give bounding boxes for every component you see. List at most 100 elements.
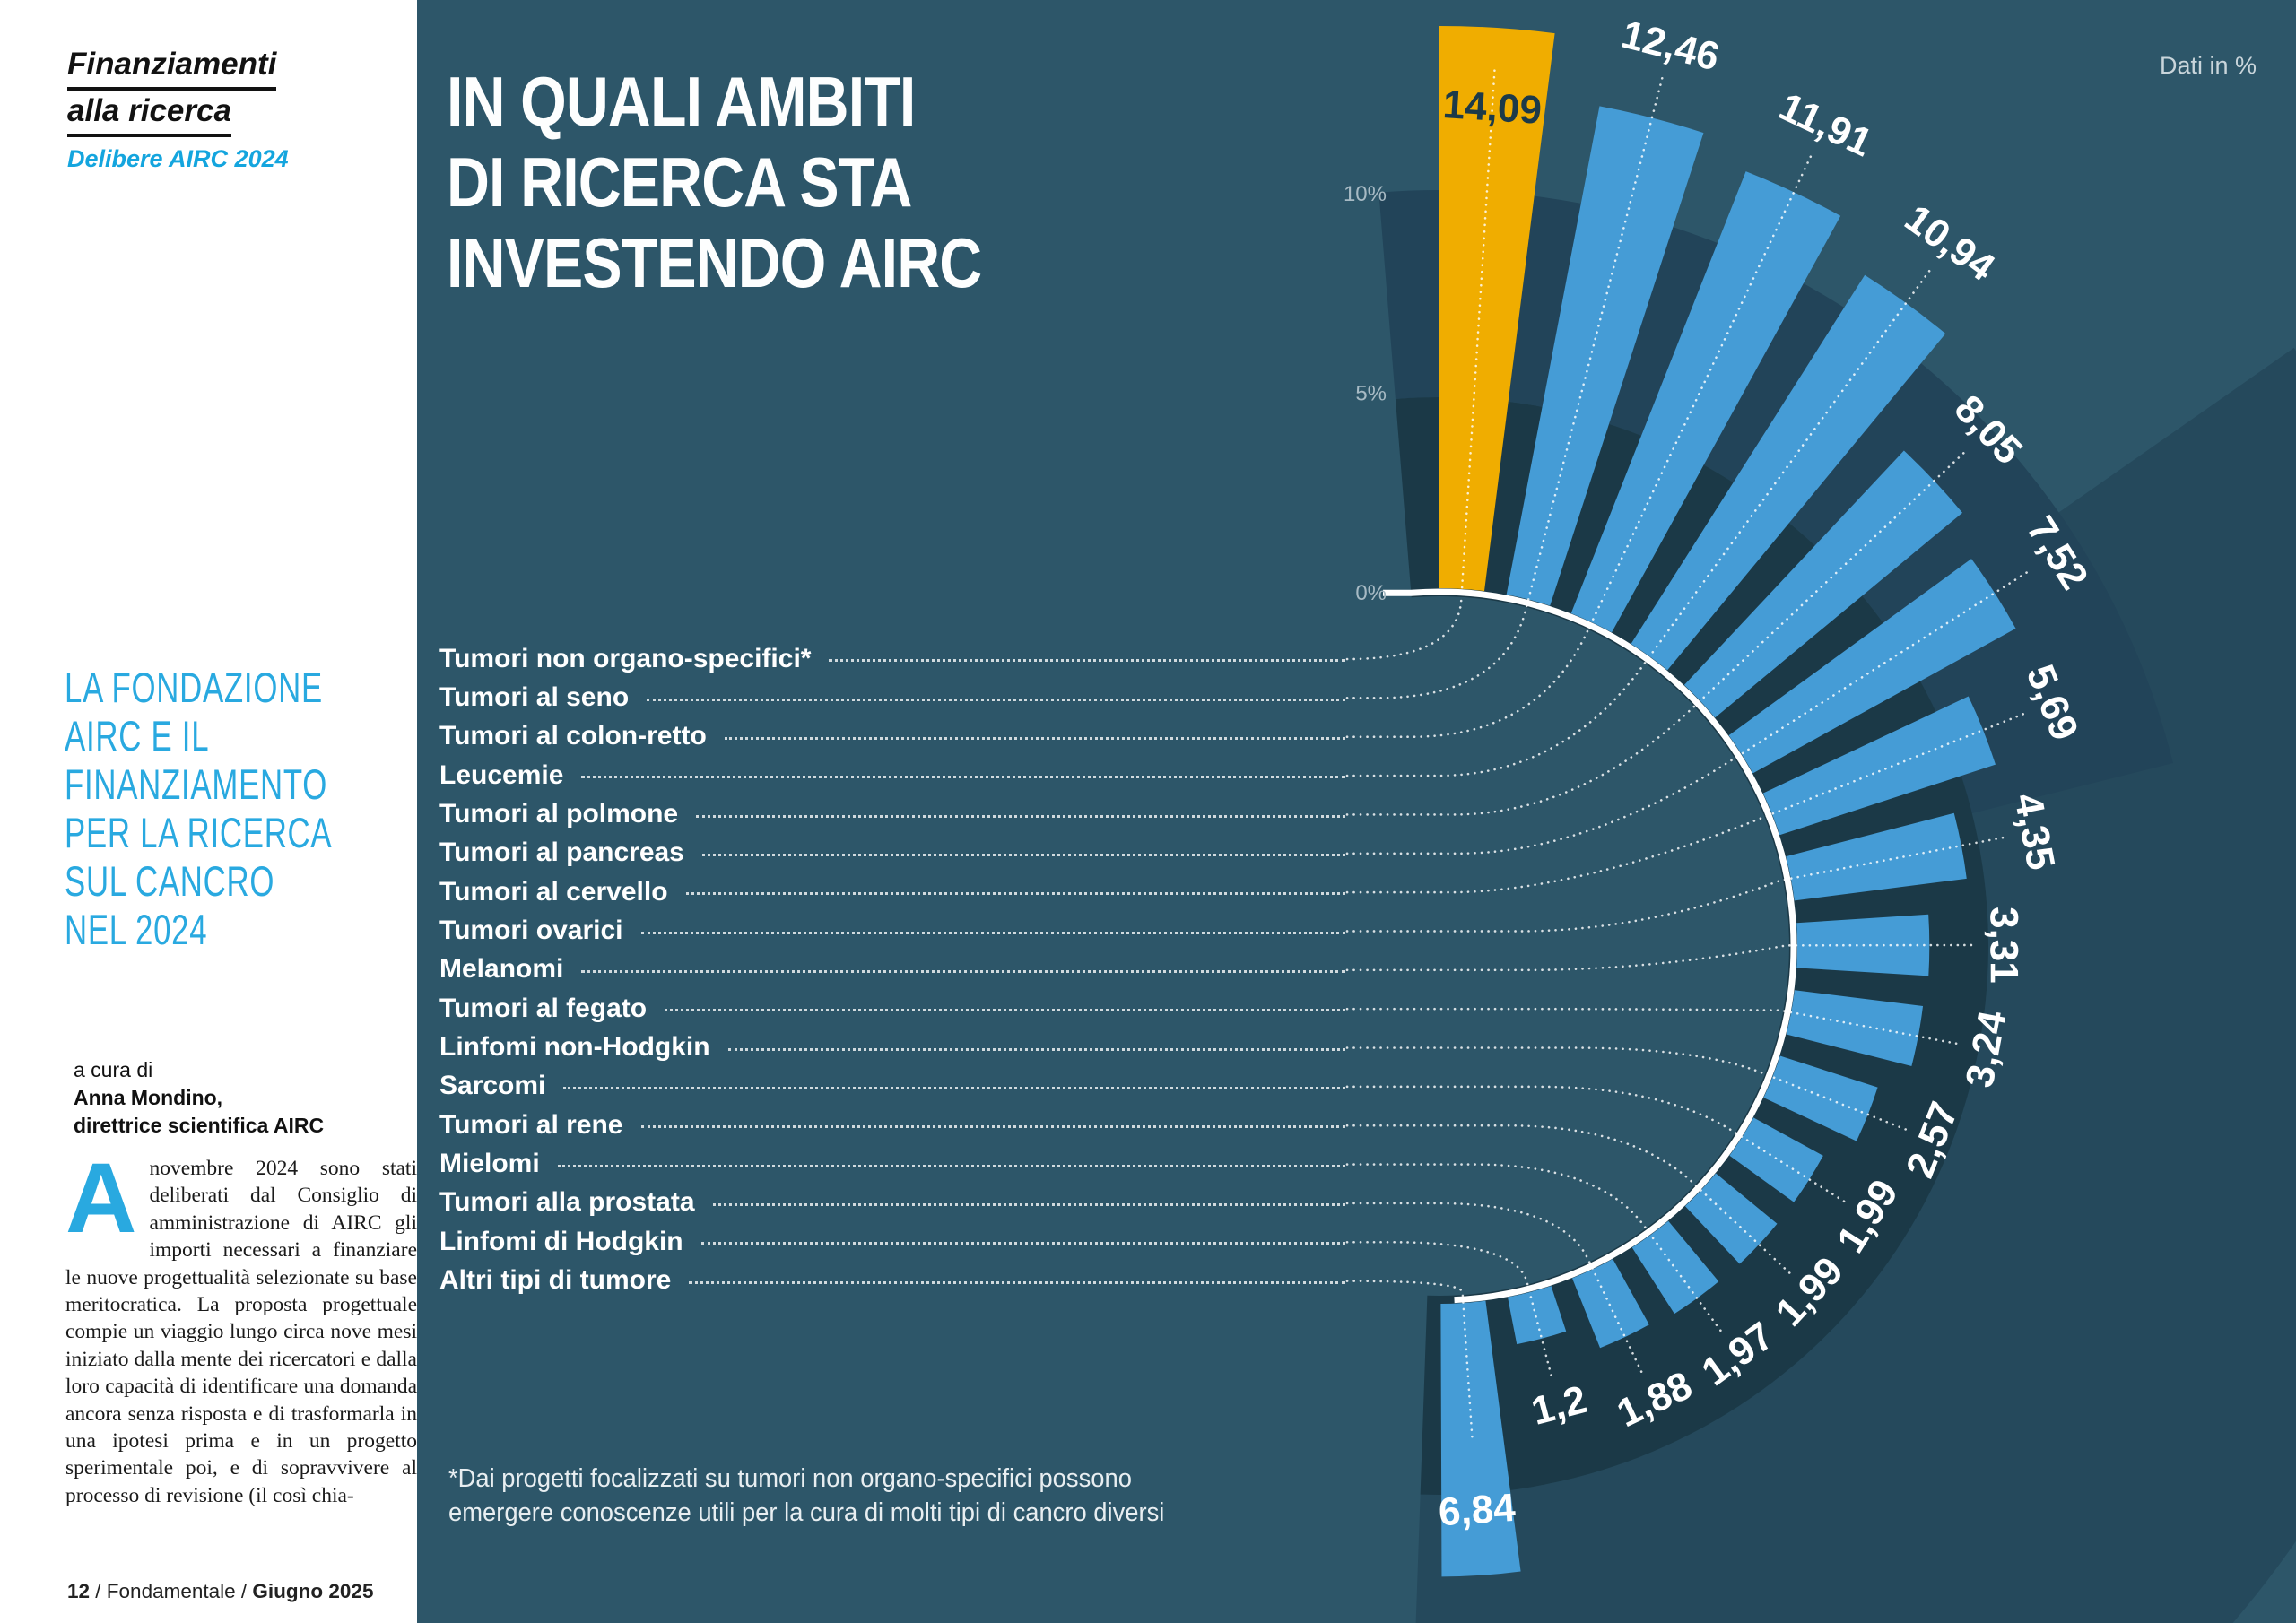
sidebar-heading: LA FONDAZIONE AIRC E IL FINANZIAMENTO PE… (65, 664, 332, 954)
bar-value-label: 3,31 (1982, 907, 2026, 984)
chart-title-line: INVESTENDO AIRC (447, 223, 982, 302)
sidebar-heading-line: LA FONDAZIONE (65, 664, 323, 711)
footnote-line: emergere conoscenze utili per la cura di… (448, 1498, 1165, 1527)
bar (1440, 1300, 1521, 1577)
bar (1506, 106, 1704, 606)
leader-dots (581, 969, 1345, 973)
category-label: Melanomi (439, 954, 564, 985)
leader-curve (1345, 713, 2024, 894)
bar (1570, 171, 1841, 633)
axis-tick-label: 5% (1355, 382, 1387, 406)
bar (1786, 990, 1924, 1067)
leader-dots (581, 776, 1345, 779)
leader-curve (1345, 1163, 1724, 1334)
category-label: Linfomi di Hodgkin (439, 1226, 683, 1256)
sidebar-heading-line: SUL CANCRO (65, 857, 275, 905)
category-label: Altri tipi di tumore (439, 1265, 672, 1296)
category-row: Tumori ovarici (439, 911, 1347, 950)
category-row: Leucemie (439, 756, 1347, 794)
category-list: Tumori non organo-specifici* Tumori al se… (439, 639, 1347, 1300)
leader-dots (712, 1202, 1345, 1206)
footer-separator: / (235, 1580, 253, 1602)
category-label: Tumori al rene (439, 1109, 623, 1140)
kicker-line-2: alla ricerca (67, 93, 231, 137)
category-row: Tumori al pancreas (439, 834, 1347, 872)
bar-value-label: 6,84 (1437, 1486, 1517, 1535)
category-row: Sarcomi (439, 1067, 1347, 1106)
category-label: Tumori al colon-retto (439, 721, 707, 751)
leader-curve (1345, 1085, 1848, 1204)
leader-curve (1345, 943, 1974, 972)
byline-prefix: a cura di (74, 1058, 153, 1081)
category-row: Altri tipi di tumore (439, 1262, 1347, 1300)
category-row: Tumori alla prostata (439, 1184, 1347, 1222)
leader-dots (640, 1125, 1345, 1129)
bar (1728, 559, 2016, 774)
category-label: Tumori al cervello (439, 876, 668, 907)
category-row: Tumori al fegato (439, 989, 1347, 1028)
leader-curve (1345, 836, 2005, 933)
bar (1763, 1055, 1878, 1141)
chart-title-line: IN QUALI AMBITI (447, 62, 916, 141)
bar-highlight (1439, 25, 1555, 592)
section-kicker: Finanziamenti alla ricerca (67, 47, 277, 140)
chart-footnote: *Dai progetti focalizzati su tumori non … (448, 1462, 1164, 1530)
category-label: Tumori al seno (439, 682, 630, 713)
category-label: Tumori alla prostata (439, 1187, 695, 1218)
sidebar-heading-line: NEL 2024 (65, 906, 208, 953)
bar (1508, 1286, 1567, 1345)
dropcap-letter: A (65, 1155, 137, 1254)
category-label: Linfomi non-Hodgkin (439, 1032, 710, 1063)
category-label: Tumori al pancreas (439, 838, 684, 868)
leader-dots (829, 659, 1345, 663)
page-footer: 12 / Fondamentale / Giugno 2025 (67, 1580, 373, 1603)
bar (1572, 1259, 1649, 1349)
leader-curve (1345, 266, 1933, 777)
byline: a cura di Anna Mondino, direttrice scien… (74, 1056, 324, 1140)
category-row: Melanomi (439, 950, 1347, 989)
category-label: Sarcomi (439, 1071, 546, 1101)
category-label: Mielomi (439, 1149, 540, 1179)
leader-dots (696, 814, 1345, 818)
category-row: Tumori non organo-specifici* (439, 639, 1347, 678)
leader-dots (647, 698, 1345, 701)
axis-tick-label: 10% (1344, 182, 1387, 206)
category-row: Tumori al colon-retto (439, 717, 1347, 756)
leader-dots (724, 736, 1345, 740)
bar (1786, 812, 1967, 901)
bar (1631, 1220, 1719, 1315)
leader-dots (701, 853, 1345, 856)
category-row: Mielomi (439, 1144, 1347, 1183)
page-number: 12 (67, 1580, 91, 1602)
leader-dots (685, 892, 1345, 896)
sidebar-heading-line: FINANZIAMENTO (65, 760, 328, 808)
axis-tick-label: 0% (1355, 581, 1387, 605)
category-row: Tumori al seno (439, 678, 1347, 716)
chart-title-line: DI RICERCA STA (447, 143, 912, 221)
leader-curve (1345, 1202, 1645, 1377)
leader-curve (1345, 152, 1813, 738)
category-row: Tumori al polmone (439, 794, 1347, 833)
category-label: Tumori non organo-specifici* (439, 643, 812, 673)
bar-value-label: 14,09 (1441, 82, 1543, 133)
data-unit-note: Dati in % (2159, 52, 2257, 79)
byline-role: direttrice scientifica AIRC (74, 1114, 325, 1137)
category-label: Tumori al fegato (439, 993, 648, 1023)
category-row: Linfomi non-Hodgkin (439, 1028, 1347, 1066)
leader-curve (1345, 74, 1665, 699)
leader-dots (563, 1086, 1345, 1089)
leader-dots (557, 1164, 1345, 1167)
category-row: Tumori al cervello (439, 872, 1347, 911)
category-row: Tumori al rene (439, 1106, 1347, 1144)
bar (1631, 274, 1946, 671)
category-label: Leucemie (439, 759, 564, 790)
leader-curve (1345, 1240, 1554, 1382)
bar-value-label: 12,46 (1617, 13, 1724, 80)
chart-title: IN QUALI AMBITI DI RICERCA STA INVESTEND… (447, 61, 982, 303)
bar-value-label: 11,91 (1772, 84, 1878, 165)
bar-value-label: 10,94 (1897, 196, 2003, 291)
baseline-arc (1383, 588, 1797, 1304)
